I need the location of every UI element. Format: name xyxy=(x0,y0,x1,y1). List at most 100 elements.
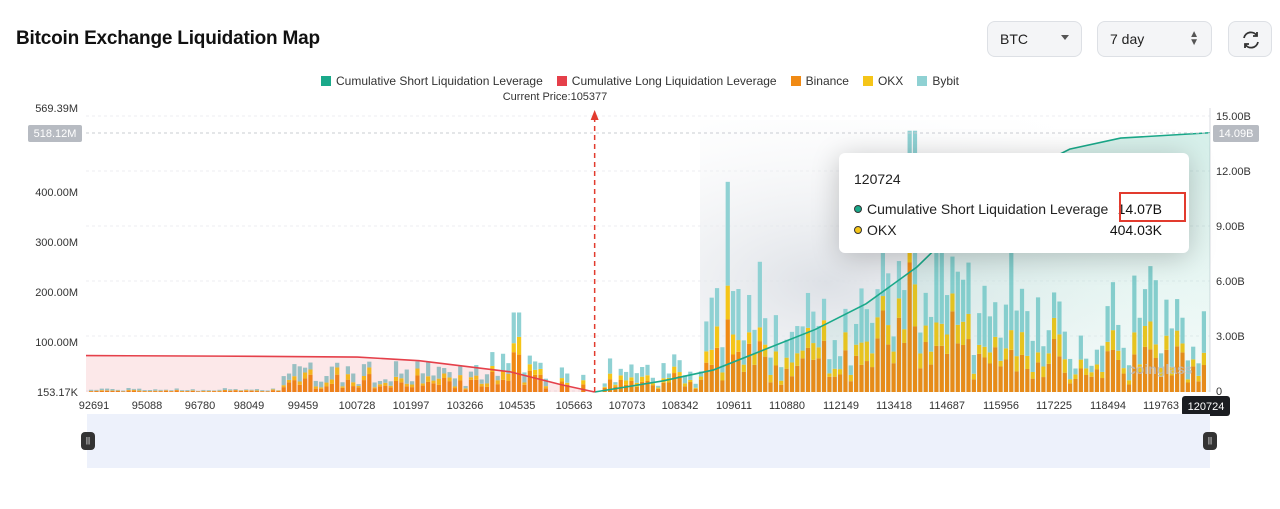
bar-bybit xyxy=(99,388,104,391)
bar-binance xyxy=(222,390,227,392)
bar-okx xyxy=(99,390,104,391)
bar-okx xyxy=(324,382,329,387)
bar-bybit xyxy=(249,389,254,391)
bar-okx xyxy=(447,377,452,382)
x-axis-tick: 105663 xyxy=(556,400,593,412)
period-select[interactable]: 7 day ▲ ▼ xyxy=(1097,21,1212,57)
bar-okx xyxy=(137,390,142,392)
bar-bybit xyxy=(773,315,778,352)
x-axis-tick: 100728 xyxy=(339,400,376,412)
bar-binance xyxy=(196,391,201,392)
range-slider[interactable] xyxy=(87,414,1210,468)
range-handle-left[interactable]: || xyxy=(81,432,95,450)
bar-okx xyxy=(709,349,714,365)
bar-bybit xyxy=(543,378,548,387)
legend-item[interactable]: Cumulative Long Liquidation Leverage xyxy=(556,74,777,88)
tooltip-label-okx: OKX xyxy=(867,222,897,238)
bar-okx xyxy=(426,376,431,382)
bar-binance xyxy=(303,378,308,392)
bar-binance xyxy=(495,384,500,392)
bar-bybit xyxy=(169,390,174,391)
bar-binance xyxy=(372,388,377,392)
bar-okx xyxy=(297,381,302,385)
bar-binance xyxy=(270,390,276,392)
range-handle-right[interactable]: || xyxy=(1203,432,1217,450)
bar-okx xyxy=(431,380,436,384)
bar-bybit xyxy=(442,368,447,374)
bar-binance xyxy=(126,390,131,392)
left-axis-tick: 300.00M xyxy=(35,237,78,249)
symbol-select[interactable]: BTC xyxy=(987,21,1082,57)
bar-binance xyxy=(319,388,324,392)
x-axis-tick: 92691 xyxy=(79,400,110,412)
bar-binance xyxy=(559,381,564,392)
bar-bybit xyxy=(153,389,158,391)
x-axis-current-badge xyxy=(1182,396,1230,416)
bar-bybit xyxy=(672,354,677,367)
x-axis-tick: 99459 xyxy=(288,400,319,412)
bar-binance xyxy=(565,384,570,392)
tooltip-label-short: Cumulative Short Liquidation Leverage xyxy=(867,201,1109,217)
bar-bybit xyxy=(559,367,564,379)
bar-binance xyxy=(329,383,334,392)
bar-bybit xyxy=(270,388,276,390)
bar-bybit xyxy=(821,298,827,321)
bar-binance xyxy=(153,391,158,392)
bar-bybit xyxy=(602,383,607,387)
tooltip-row-short: Cumulative Short Liquidation Leverage 14… xyxy=(854,201,1174,217)
bar-bybit xyxy=(115,389,120,391)
bar-bybit xyxy=(313,380,318,387)
tooltip-highlight-box xyxy=(1119,192,1186,222)
bar-binance xyxy=(131,390,136,392)
bar-okx xyxy=(404,383,409,387)
bar-okx xyxy=(415,368,420,376)
bar-okx xyxy=(506,373,511,381)
bar-bybit xyxy=(666,373,671,378)
bar-okx xyxy=(345,374,350,380)
bar-okx xyxy=(126,390,131,391)
bar-bybit xyxy=(736,288,741,341)
refresh-button[interactable] xyxy=(1228,21,1272,57)
bar-bybit xyxy=(356,384,361,386)
bar-okx xyxy=(222,389,227,391)
bar-bybit xyxy=(645,364,650,376)
bar-binance xyxy=(527,370,532,392)
bar-bybit xyxy=(763,318,768,345)
right-axis-tick: 3.00B xyxy=(1216,331,1245,343)
bar-binance xyxy=(228,390,233,392)
legend-item[interactable]: OKX xyxy=(862,74,903,88)
bar-okx xyxy=(495,380,500,385)
bar-bybit xyxy=(185,390,190,391)
bar-bybit xyxy=(474,365,479,376)
bar-bybit xyxy=(286,373,292,380)
bar-okx xyxy=(613,384,618,387)
bar-okx xyxy=(377,384,383,387)
bar-okx xyxy=(640,376,645,382)
x-axis-tick: 107073 xyxy=(609,400,646,412)
bar-bybit xyxy=(629,364,634,378)
bar-binance xyxy=(490,371,495,392)
bar-okx xyxy=(244,390,249,391)
tooltip-value-okx: 404.03K xyxy=(1109,222,1162,238)
bar-binance xyxy=(158,391,163,392)
bar-okx xyxy=(672,366,677,374)
bar-bybit xyxy=(811,311,816,344)
bar-binance xyxy=(388,387,393,392)
legend-item[interactable]: Cumulative Short Liquidation Leverage xyxy=(320,74,543,88)
bar-okx xyxy=(725,285,730,320)
bar-okx xyxy=(292,376,297,381)
bar-bybit xyxy=(431,375,436,381)
bar-binance xyxy=(233,390,238,392)
bar-binance xyxy=(484,386,490,392)
x-axis-tick: 98049 xyxy=(234,400,265,412)
bar-bybit xyxy=(741,340,746,365)
bar-bybit xyxy=(265,390,270,392)
bar-okx xyxy=(736,340,741,352)
legend-item[interactable]: Binance xyxy=(790,74,849,88)
bar-bybit xyxy=(297,366,302,382)
legend-item[interactable]: Bybit xyxy=(917,74,959,88)
bar-bybit xyxy=(303,367,308,373)
bar-bybit xyxy=(634,373,639,383)
bar-bybit xyxy=(624,371,629,381)
bar-binance xyxy=(543,388,548,392)
